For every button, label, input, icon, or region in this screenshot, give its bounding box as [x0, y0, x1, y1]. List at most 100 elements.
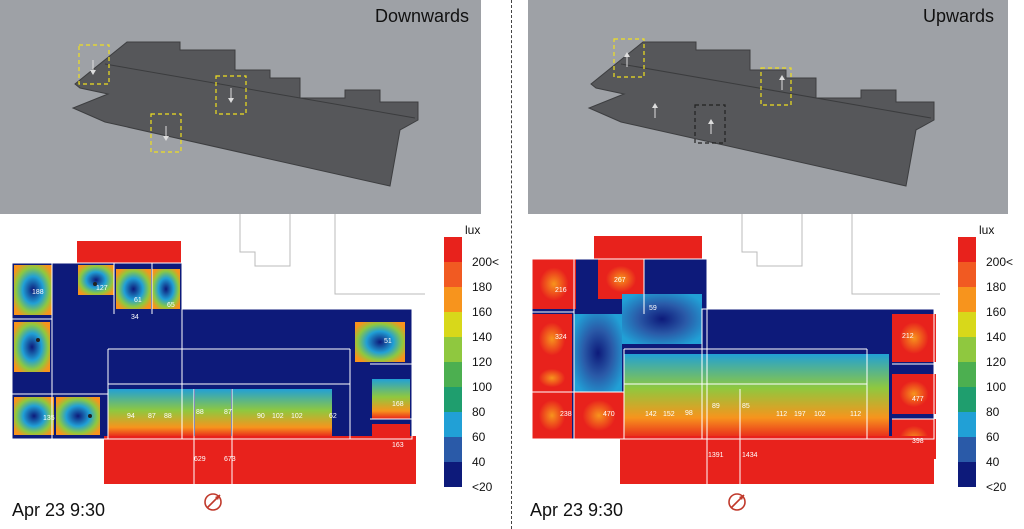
room-lux-label: 127	[96, 285, 108, 292]
render-upwards: Upwards	[528, 0, 1008, 214]
room-lux-label: 87	[148, 413, 156, 420]
room-lux-label: 61	[134, 297, 142, 304]
legend-label: 60	[986, 430, 1000, 444]
legend-swatch	[444, 412, 462, 437]
legend-label: 140	[472, 330, 493, 344]
room-lux-label: 98	[685, 410, 693, 417]
legend-label: 160	[472, 305, 493, 319]
room-lux-label: 62	[329, 413, 337, 420]
compass-icon	[204, 493, 222, 511]
compass-icon	[728, 493, 746, 511]
room-lux-label: 470	[603, 411, 615, 418]
legend-swatch	[444, 262, 462, 287]
lux-legend: lux 200< 180 160 140 120 100 80 60 40 <20	[426, 223, 510, 494]
room-lux-label: 34	[131, 314, 139, 321]
room-lux-label: 673	[224, 456, 236, 463]
legend-swatch	[444, 337, 462, 362]
room-lux-label: 197	[794, 411, 806, 418]
legend-label: 200<	[472, 255, 500, 269]
room-lux-label: 238	[560, 411, 572, 418]
legend-swatch	[958, 437, 976, 462]
sensor-box-1	[613, 38, 645, 78]
room-lux-label: 398	[912, 438, 924, 445]
legend-swatch	[958, 237, 976, 262]
legend-unit: lux	[979, 223, 995, 237]
room-lux-label: 142	[645, 411, 657, 418]
legend-unit: lux	[465, 223, 481, 237]
legend-swatch	[444, 462, 462, 487]
room-lux-label: 65	[167, 302, 175, 309]
legend-label: 100	[986, 380, 1007, 394]
floor-plan-heatmap	[11, 214, 425, 484]
floor-model	[587, 38, 935, 187]
room-lux-label: 1434	[742, 452, 758, 459]
legend-swatch	[958, 412, 976, 437]
legend-label: 60	[472, 430, 486, 444]
legend-swatch	[444, 237, 462, 262]
room-lux-label: 102	[814, 411, 826, 418]
render-downwards: Downwards	[0, 0, 481, 214]
room-lux-label: 168	[392, 401, 404, 408]
room-lux-label: 1391	[708, 452, 724, 459]
legend-swatch	[958, 362, 976, 387]
room-lux-label: 477	[912, 396, 924, 403]
room-lux-label: 112	[850, 411, 862, 418]
sensor-box-1	[78, 44, 110, 85]
room-lux-label: 188	[32, 289, 44, 296]
left-panel: Downwards	[0, 0, 510, 520]
room-lux-label: 216	[555, 287, 567, 294]
legend-label: <20	[986, 480, 1007, 494]
legend-swatch	[444, 437, 462, 462]
room-lux-label: 87	[224, 409, 232, 416]
render-title: Downwards	[374, 6, 469, 26]
room-lux-label: 267	[614, 277, 626, 284]
sensor-box-3	[150, 113, 182, 153]
legend-label: <20	[472, 480, 493, 494]
lux-legend: lux 200< 180 160 140 120 100 80 60 40 <20	[940, 223, 1024, 494]
legend-swatch	[958, 387, 976, 412]
legend-label: 200<	[986, 255, 1014, 269]
legend-label: 120	[472, 355, 493, 369]
sensor-box-2	[760, 67, 792, 106]
legend-label: 100	[472, 380, 493, 394]
timestamp: Apr 23 9:30	[530, 500, 624, 520]
legend-label: 80	[472, 405, 486, 419]
legend-label: 120	[986, 355, 1007, 369]
room-lux-label: 324	[555, 334, 567, 341]
room-lux-label: 152	[663, 411, 675, 418]
legend-swatch	[958, 462, 976, 487]
room-lux-label: 212	[902, 333, 914, 340]
room-lux-label: 102	[272, 413, 284, 420]
legend-label: 140	[986, 330, 1007, 344]
room-lux-label: 135	[43, 415, 55, 422]
legend-swatch	[444, 362, 462, 387]
legend-swatch	[444, 387, 462, 412]
floor-model	[71, 41, 419, 187]
room-lux-label: 629	[194, 456, 206, 463]
legend-swatch	[444, 312, 462, 337]
legend-swatch	[958, 312, 976, 337]
legend-swatch	[958, 337, 976, 362]
room-lux-label: 85	[742, 403, 750, 410]
room-lux-label: 94	[127, 413, 135, 420]
legend-label: 160	[986, 305, 1007, 319]
panel-divider	[511, 0, 512, 529]
legend-label: 40	[472, 455, 486, 469]
legend-swatch	[444, 287, 462, 312]
legend-label: 40	[986, 455, 1000, 469]
room-lux-label: 89	[712, 403, 720, 410]
right-panel: Upwards	[512, 0, 1024, 529]
room-lux-label: 102	[291, 413, 303, 420]
room-lux-label: 88	[164, 413, 172, 420]
legend-swatch	[958, 262, 976, 287]
floor-plan-heatmap	[531, 214, 940, 484]
timestamp: Apr 23 9:30	[12, 500, 106, 520]
legend-label: 80	[986, 405, 1000, 419]
render-title: Upwards	[922, 6, 994, 26]
sensor-box-2	[215, 75, 247, 115]
sensor-box-3	[694, 104, 726, 144]
legend-label: 180	[472, 280, 493, 294]
room-lux-label: 163	[392, 442, 404, 449]
room-lux-label: 59	[649, 305, 657, 312]
room-lux-label: 51	[384, 338, 392, 345]
